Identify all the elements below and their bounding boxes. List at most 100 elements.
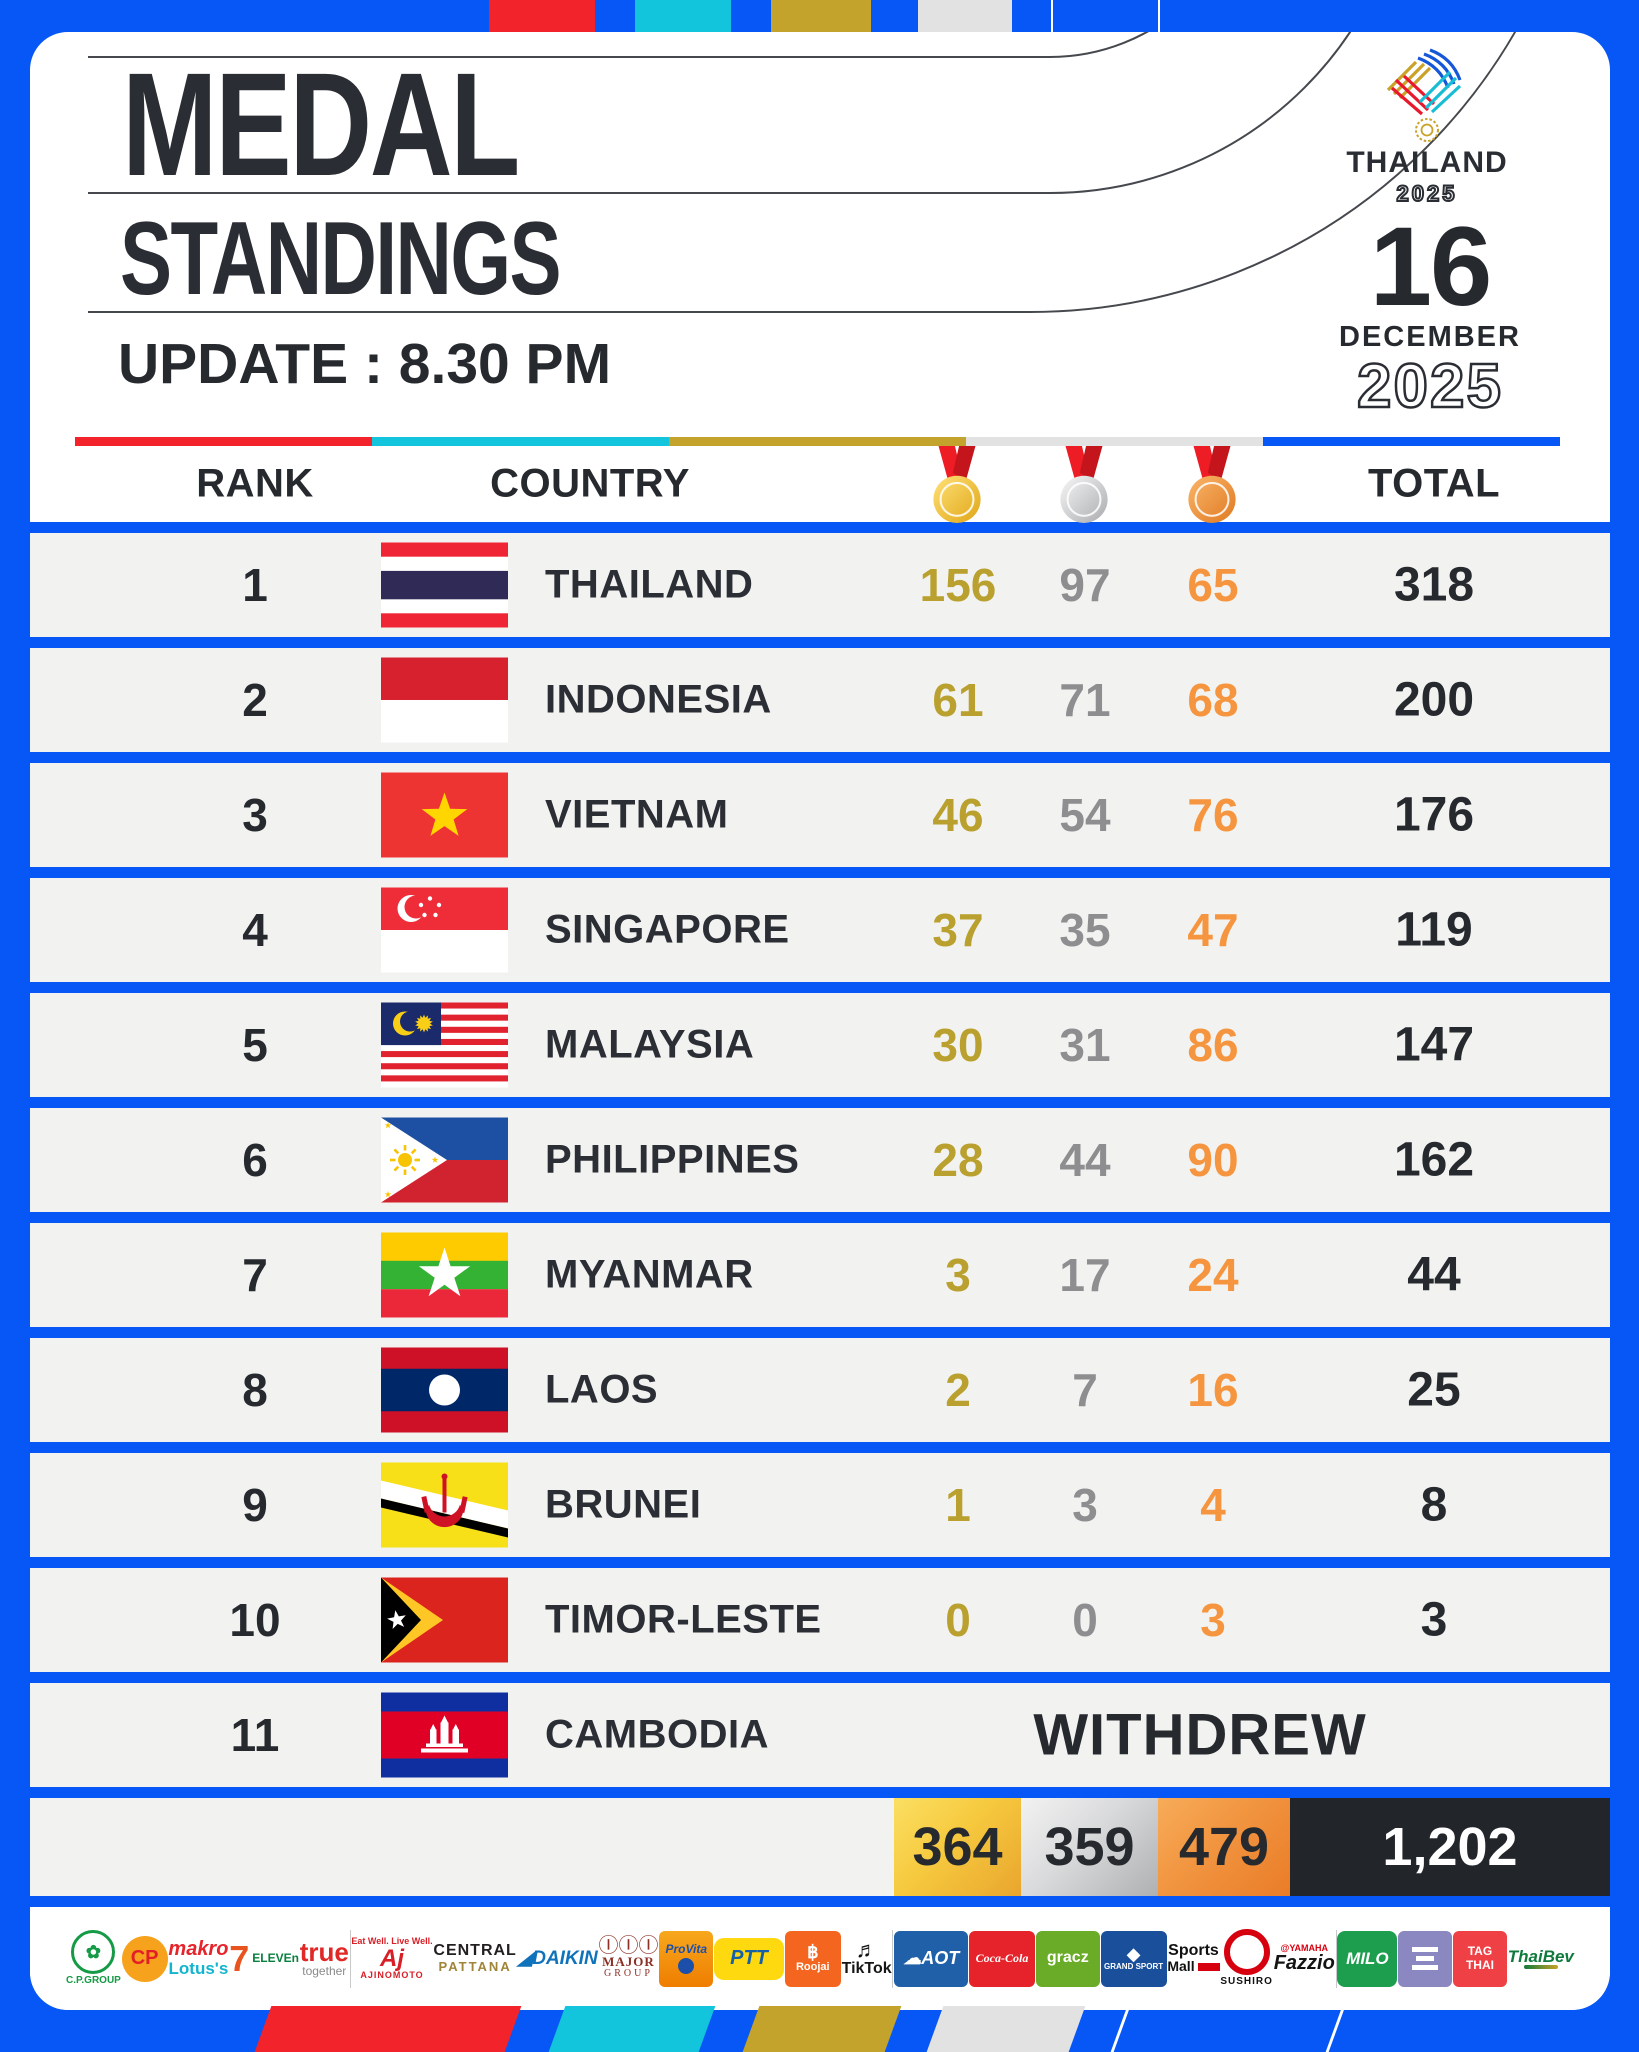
update-value: 8.30 PM [398, 332, 612, 396]
table-row: 5 MALAYSIA 30 31 86 147 [30, 993, 1610, 1097]
malaysia-flag-icon [381, 1002, 508, 1088]
gold-count: 61 [932, 674, 984, 726]
rank-value: 1 [242, 559, 268, 611]
sponsor-tag-thai-logo: TAG THAI [1452, 1930, 1507, 1987]
date-block: 16 DECEMBER 2025 [1305, 204, 1555, 421]
silver-count: 3 [1072, 1479, 1098, 1531]
scoreboard-card: MEDAL STANDINGS UPDATE : 8.30 PM [30, 32, 1610, 2010]
gold-count: 0 [945, 1594, 971, 1646]
rank-value: 10 [229, 1594, 281, 1646]
grand-total-box: 1,202 [1290, 1798, 1610, 1896]
column-header-country: COUNTRY [490, 461, 690, 506]
indonesia-flag-icon [381, 657, 508, 743]
table-row: 11 CAMBODIA WITHDREW [30, 1683, 1610, 1787]
country-name: TIMOR-LESTE [545, 1597, 822, 1642]
gold-count: 156 [919, 559, 997, 611]
standings-table: 1 THAILAND 156 97 65 318 2 INDONESIA 61 71 68 200 3 V… [30, 522, 1610, 1798]
bottom-decoration-strip [0, 2006, 1639, 2052]
separator-bar [30, 1442, 1610, 1453]
gold-count: 30 [932, 1019, 984, 1071]
bronze-count: 24 [1187, 1249, 1239, 1301]
gold-count: 28 [932, 1134, 984, 1186]
silver-count: 7 [1072, 1364, 1098, 1416]
separator-bar [30, 1212, 1610, 1223]
sponsor-gracz-logo: gracz [1035, 1930, 1100, 1987]
bottom-strip-white-line [1110, 2006, 1131, 2052]
rank-value: 5 [242, 1019, 268, 1071]
separator-bar [30, 1557, 1610, 1568]
table-row: 10 TIMOR-LESTE 0 0 3 3 [30, 1568, 1610, 1672]
multicolor-divider [30, 437, 1610, 446]
sponsor-daikin-logo: ◢DAIKIN [517, 1947, 598, 1969]
withdrawn-status: WITHDREW [1033, 1702, 1367, 1768]
country-name: MALAYSIA [545, 1022, 755, 1067]
table-row: 6 PHILIPPINES 28 44 90 162 [30, 1108, 1610, 1212]
separator-bar [30, 867, 1610, 878]
date-day: 16 [1369, 204, 1493, 329]
total-count: 8 [1420, 1478, 1448, 1532]
sponsor-cp-group-logo: ✿ C.P.GROUP [66, 1930, 121, 1987]
sponsor-group-divider [892, 1929, 894, 1988]
cambodia-flag-icon [381, 1692, 508, 1778]
rank-value: 4 [242, 904, 268, 956]
thailand-2025-logo: THAILAND 2025 [1302, 44, 1552, 207]
totals-row: 364 359 479 1,202 [30, 1798, 1610, 1896]
bronze-count: 76 [1187, 789, 1239, 841]
total-count: 44 [1407, 1248, 1461, 1302]
divider-gray [966, 437, 1263, 446]
update-label: UPDATE : [118, 332, 383, 396]
top-strip-white-line [1158, 0, 1160, 32]
vietnam-flag-icon [381, 772, 508, 858]
date-year: 2025 [1356, 351, 1503, 421]
top-strip-gray-segment [918, 0, 1012, 32]
total-count: 318 [1393, 558, 1475, 612]
column-header-total: TOTAL [1367, 461, 1501, 506]
silver-count: 0 [1072, 1594, 1098, 1646]
bronze-medal-icon [1181, 446, 1245, 523]
total-count: 162 [1393, 1133, 1475, 1187]
sponsor-7-eleven-logo: 7 ELEVEn [229, 1937, 299, 1979]
sponsor-thaibev-logo: ThaiBev [1508, 1947, 1574, 1970]
rank-value: 2 [242, 674, 268, 726]
bronze-count: 47 [1187, 904, 1239, 956]
total-count: 200 [1393, 673, 1475, 727]
top-strip-gold-segment [771, 0, 871, 32]
silver-count: 44 [1059, 1134, 1111, 1186]
total-count: 3 [1420, 1593, 1448, 1647]
total-count: 176 [1393, 788, 1475, 842]
silver-count: 35 [1059, 904, 1111, 956]
separator-bar [30, 752, 1610, 763]
divider-cyan [372, 437, 669, 446]
table-row: 4 SINGAPORE 37 35 47 119 [30, 878, 1610, 982]
silver-medal-icon [1053, 446, 1117, 523]
header: MEDAL STANDINGS UPDATE : 8.30 PM [30, 32, 1610, 437]
total-silver-box: 359 [1021, 1798, 1158, 1896]
country-name: CAMBODIA [545, 1712, 769, 1757]
top-strip-cyan-segment [635, 0, 731, 32]
laos-flag-icon [381, 1347, 508, 1433]
sponsor-group-divider [349, 1929, 351, 1988]
country-name: VIETNAM [545, 792, 729, 837]
country-name: LAOS [545, 1367, 659, 1412]
rank-value: 8 [242, 1364, 268, 1416]
top-strip-red-segment [489, 0, 595, 32]
track-lanes-decoration [88, 32, 1517, 313]
sponsor-tiktok-logo: ♬ TikTok [841, 1937, 892, 1978]
date-month: DECEMBER [1339, 320, 1521, 353]
brunei-flag-icon [381, 1462, 508, 1548]
sponsor-fazzio-logo: @YAMAHA Fazzio [1273, 1942, 1335, 1975]
bronze-count: 4 [1200, 1479, 1226, 1531]
gold-count: 2 [945, 1364, 971, 1416]
total-bronze-box: 479 [1158, 1798, 1290, 1896]
table-header: RANK COUNTRY TOTAL [30, 446, 1610, 523]
rank-value: 7 [242, 1249, 268, 1301]
bronze-count: 3 [1200, 1594, 1226, 1646]
page-subtitle: STANDINGS [120, 201, 562, 317]
separator-bar [30, 1896, 1610, 1907]
timor-leste-flag-icon [381, 1577, 508, 1663]
sponsor-sushiro-logo: SUSHIRO [1220, 1929, 1273, 1988]
rank-value: 11 [230, 1709, 280, 1761]
bottom-strip-cyan-slash [548, 2006, 716, 2052]
table-row: 9 BRUNEI 1 3 4 8 [30, 1453, 1610, 1557]
sponsor-central-pattana-logo: CENTRAL PATTANA [433, 1942, 517, 1975]
